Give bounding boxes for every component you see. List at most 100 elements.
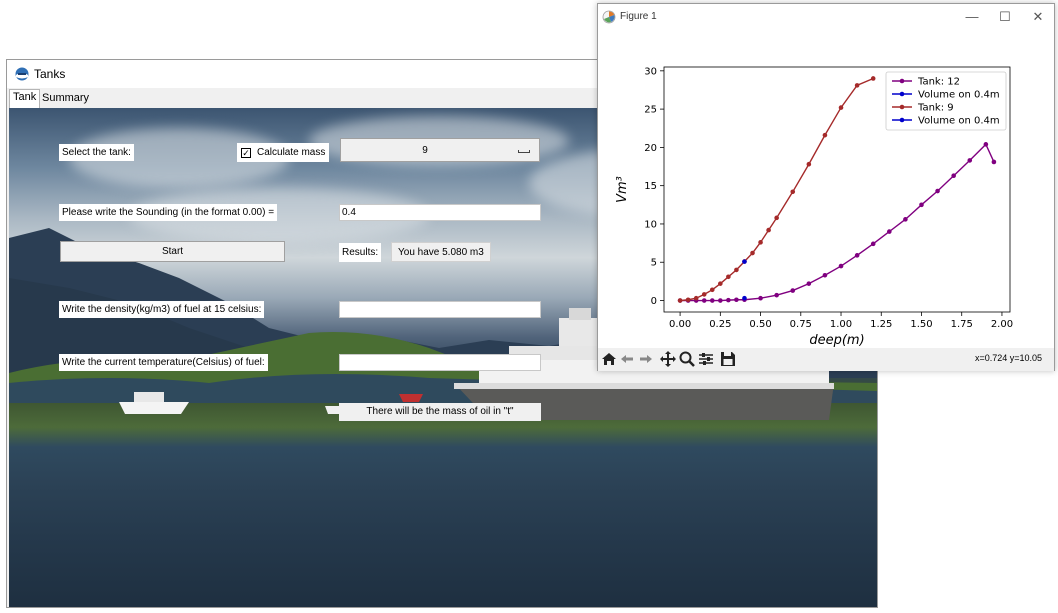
data-point bbox=[750, 250, 755, 256]
small-boat bbox=[119, 392, 189, 414]
legend-box bbox=[885, 71, 1007, 131]
data-point bbox=[734, 267, 739, 273]
data-point bbox=[774, 215, 779, 221]
sounding-label: Please write the Sounding (in the format… bbox=[59, 204, 278, 221]
zoom-icon[interactable] bbox=[678, 350, 696, 368]
checkbox-check-icon[interactable]: ✓ bbox=[241, 148, 251, 158]
figure-title: Figure 1 bbox=[620, 11, 657, 22]
data-point bbox=[919, 202, 924, 208]
calculate-mass-checkbox[interactable]: ✓ Calculate mass bbox=[237, 143, 330, 162]
data-point bbox=[758, 295, 763, 301]
minimize-icon[interactable]: — bbox=[965, 9, 979, 24]
figure-window: Figure 1 — ☐ ✕ 0.00 0.25 0.50 0.75 1.00 1.25 1… bbox=[597, 3, 1055, 371]
x-axis-label: deep(m) bbox=[809, 333, 864, 348]
density-input[interactable] bbox=[339, 301, 541, 318]
data-point bbox=[887, 229, 892, 234]
tanks-app-icon bbox=[15, 67, 29, 81]
tank-select-value: 9 bbox=[422, 145, 428, 156]
y-tick-label: 20 bbox=[644, 143, 657, 154]
density-label: Write the density(kg/m3) of fuel at 15 c… bbox=[59, 301, 265, 318]
tanks-title: Tanks bbox=[34, 67, 66, 81]
y-axis-label: Vm³ bbox=[615, 176, 630, 203]
legend-label: Volume on 0.4m bbox=[918, 90, 1000, 101]
legend-marker bbox=[899, 104, 905, 110]
y-tick-label: 5 bbox=[651, 258, 657, 269]
data-point bbox=[709, 287, 715, 293]
data-point bbox=[742, 295, 747, 301]
calculate-mass-label: Calculate mass bbox=[257, 147, 326, 158]
data-point bbox=[701, 298, 707, 303]
data-point bbox=[790, 189, 796, 195]
data-point bbox=[726, 274, 731, 280]
data-point bbox=[718, 281, 723, 286]
small-boat-3 bbox=[399, 394, 423, 402]
x-tick-label: 2.00 bbox=[991, 319, 1013, 330]
data-point bbox=[709, 298, 715, 303]
data-point bbox=[951, 173, 956, 179]
data-point bbox=[677, 298, 683, 303]
figure-title-bar[interactable]: Figure 1 — ☐ ✕ bbox=[598, 4, 1054, 31]
data-point bbox=[766, 227, 771, 233]
y-tick-label: 30 bbox=[644, 66, 657, 77]
data-point bbox=[822, 132, 828, 138]
mass-output: There will be the mass of oil in "t" bbox=[339, 403, 541, 421]
figure-toolbar: x=0.724 y=10.05 bbox=[598, 348, 1054, 371]
data-point bbox=[903, 217, 908, 222]
data-point bbox=[734, 297, 739, 303]
tank-select-dropdown[interactable]: 9 bbox=[340, 138, 540, 162]
x-tick-label: 1.75 bbox=[951, 319, 973, 330]
data-point bbox=[935, 188, 940, 194]
sounding-input[interactable]: 0.4 bbox=[339, 204, 541, 221]
legend-label: Tank: 9 bbox=[917, 103, 954, 114]
volume-chart[interactable]: 0.00 0.25 0.50 0.75 1.00 1.25 1.50 1.75 2.00 0 5 10… bbox=[598, 31, 1056, 348]
y-tick-label: 25 bbox=[644, 105, 657, 116]
x-tick-label: 1.00 bbox=[830, 319, 852, 330]
y-tick-label: 15 bbox=[644, 181, 657, 192]
data-point bbox=[991, 159, 997, 165]
data-point bbox=[870, 76, 876, 81]
coordinates-readout: x=0.724 y=10.05 bbox=[974, 353, 1042, 363]
data-point bbox=[806, 281, 812, 286]
close-icon[interactable]: ✕ bbox=[1032, 9, 1044, 24]
maximize-icon[interactable]: ☐ bbox=[999, 9, 1011, 24]
data-point bbox=[806, 161, 812, 167]
data-point bbox=[983, 142, 989, 147]
x-tick-label: 0.00 bbox=[669, 319, 691, 330]
results-value: You have 5.080 m3 bbox=[391, 242, 491, 262]
data-point bbox=[718, 298, 723, 303]
x-tick-label: 0.50 bbox=[749, 319, 771, 330]
x-tick-label: 1.25 bbox=[870, 319, 892, 330]
select-tank-label: Select the tank: bbox=[59, 144, 134, 161]
data-point bbox=[838, 105, 844, 110]
x-tick-label: 0.25 bbox=[709, 319, 731, 330]
configure-icon[interactable] bbox=[697, 350, 715, 368]
data-point bbox=[742, 259, 747, 264]
data-point bbox=[790, 288, 796, 293]
legend-label: Tank: 12 bbox=[917, 77, 960, 88]
home-icon[interactable] bbox=[600, 350, 618, 368]
matplotlib-icon bbox=[602, 10, 616, 24]
data-point bbox=[822, 272, 828, 278]
pan-icon[interactable] bbox=[659, 350, 677, 368]
legend-label: Volume on 0.4m bbox=[918, 116, 1000, 127]
start-button[interactable]: Start bbox=[60, 241, 285, 262]
y-tick-label: 0 bbox=[651, 296, 657, 307]
data-point bbox=[854, 253, 860, 258]
save-icon[interactable] bbox=[719, 350, 737, 368]
legend-marker bbox=[899, 117, 905, 123]
data-point bbox=[870, 241, 876, 247]
results-label: Results: bbox=[339, 243, 382, 262]
data-point bbox=[693, 295, 699, 301]
data-point bbox=[726, 297, 731, 303]
tab-summary[interactable]: Summary bbox=[42, 92, 90, 104]
tab-tank[interactable]: Tank bbox=[9, 89, 41, 108]
forward-arrow-icon[interactable] bbox=[637, 350, 655, 368]
y-tick-label: 10 bbox=[644, 219, 657, 230]
x-tick-label: 1.50 bbox=[910, 319, 932, 330]
data-point bbox=[758, 240, 763, 245]
legend-marker bbox=[899, 78, 905, 84]
data-point bbox=[967, 158, 973, 163]
data-point bbox=[838, 263, 844, 269]
temperature-input[interactable] bbox=[339, 354, 541, 371]
back-arrow-icon[interactable] bbox=[618, 350, 636, 368]
